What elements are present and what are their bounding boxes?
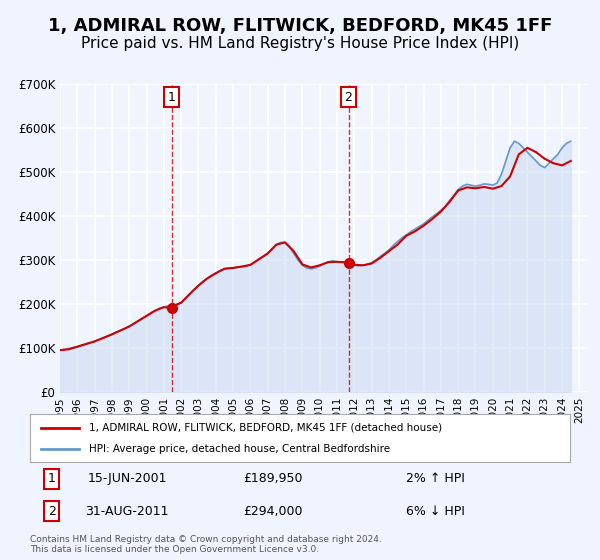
Text: 6% ↓ HPI: 6% ↓ HPI bbox=[406, 505, 464, 517]
Text: Price paid vs. HM Land Registry's House Price Index (HPI): Price paid vs. HM Land Registry's House … bbox=[81, 36, 519, 52]
Text: 1, ADMIRAL ROW, FLITWICK, BEDFORD, MK45 1FF: 1, ADMIRAL ROW, FLITWICK, BEDFORD, MK45 … bbox=[48, 17, 552, 35]
Text: 2% ↑ HPI: 2% ↑ HPI bbox=[406, 473, 464, 486]
Text: HPI: Average price, detached house, Central Bedfordshire: HPI: Average price, detached house, Cent… bbox=[89, 444, 391, 454]
Text: 15-JUN-2001: 15-JUN-2001 bbox=[88, 473, 167, 486]
Text: 1: 1 bbox=[47, 473, 56, 486]
Text: 31-AUG-2011: 31-AUG-2011 bbox=[85, 505, 169, 517]
Text: £294,000: £294,000 bbox=[243, 505, 303, 517]
Text: Contains HM Land Registry data © Crown copyright and database right 2024.
This d: Contains HM Land Registry data © Crown c… bbox=[30, 535, 382, 554]
Text: 2: 2 bbox=[344, 91, 352, 104]
Text: 1, ADMIRAL ROW, FLITWICK, BEDFORD, MK45 1FF (detached house): 1, ADMIRAL ROW, FLITWICK, BEDFORD, MK45 … bbox=[89, 423, 443, 433]
Text: 2: 2 bbox=[47, 505, 56, 517]
Text: £189,950: £189,950 bbox=[243, 473, 303, 486]
Text: 1: 1 bbox=[168, 91, 176, 104]
